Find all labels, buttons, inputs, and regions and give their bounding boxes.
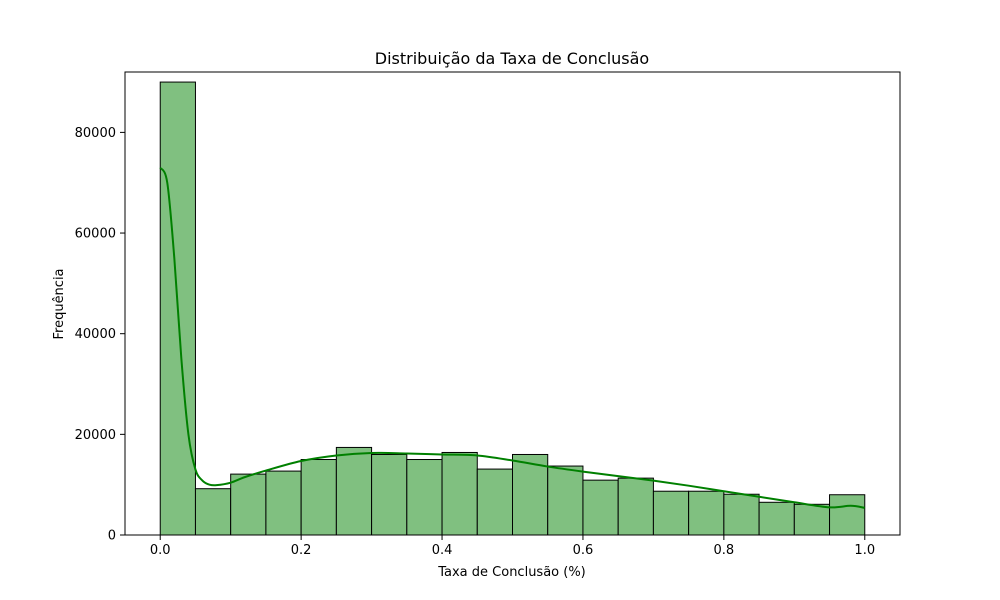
y-axis: 0 20000 40000 60000 80000 <box>75 126 125 544</box>
y-tick-label: 40000 <box>75 327 116 342</box>
x-tick-label: 0.0 <box>150 543 171 558</box>
y-tick-label: 60000 <box>75 227 116 242</box>
chart-title: Distribuição da Taxa de Conclusão <box>375 49 649 68</box>
kde-line <box>159 167 865 509</box>
histogram-bar <box>688 490 725 536</box>
histogram-bar <box>547 465 584 536</box>
x-tick-label: 0.6 <box>573 543 594 558</box>
histogram-bar <box>617 477 654 536</box>
histogram-bars <box>159 81 866 536</box>
y-axis-label: Frequência <box>52 268 67 339</box>
x-tick-label: 0.2 <box>291 543 312 558</box>
histogram-bar <box>335 446 373 536</box>
histogram-bar <box>582 479 619 536</box>
x-axis: 0.0 0.2 0.4 0.6 0.8 1.0 <box>150 535 875 558</box>
y-tick-label: 20000 <box>75 428 116 443</box>
histogram-bar <box>230 473 267 536</box>
x-axis-label: Taxa de Conclusão (%) <box>437 565 586 580</box>
histogram-bar <box>476 468 514 536</box>
histogram-bar <box>652 490 690 536</box>
histogram-bar <box>723 493 760 536</box>
histogram-bar <box>406 459 443 536</box>
histogram-bar <box>829 494 866 536</box>
histogram-bar <box>265 470 302 536</box>
histogram-bar <box>194 488 232 536</box>
histogram-bar <box>300 459 337 536</box>
y-tick-label: 0 <box>108 529 116 544</box>
histogram-bar <box>371 453 408 536</box>
histogram-bar <box>512 453 549 536</box>
histogram-bar <box>441 451 478 536</box>
histogram-bar <box>758 501 795 536</box>
y-tick-label: 80000 <box>75 126 116 141</box>
histogram-bar <box>793 503 831 536</box>
x-tick-label: 0.4 <box>432 543 453 558</box>
plot-frame <box>124 71 901 536</box>
x-tick-label: 0.8 <box>714 543 735 558</box>
x-tick-label: 1.0 <box>854 543 875 558</box>
